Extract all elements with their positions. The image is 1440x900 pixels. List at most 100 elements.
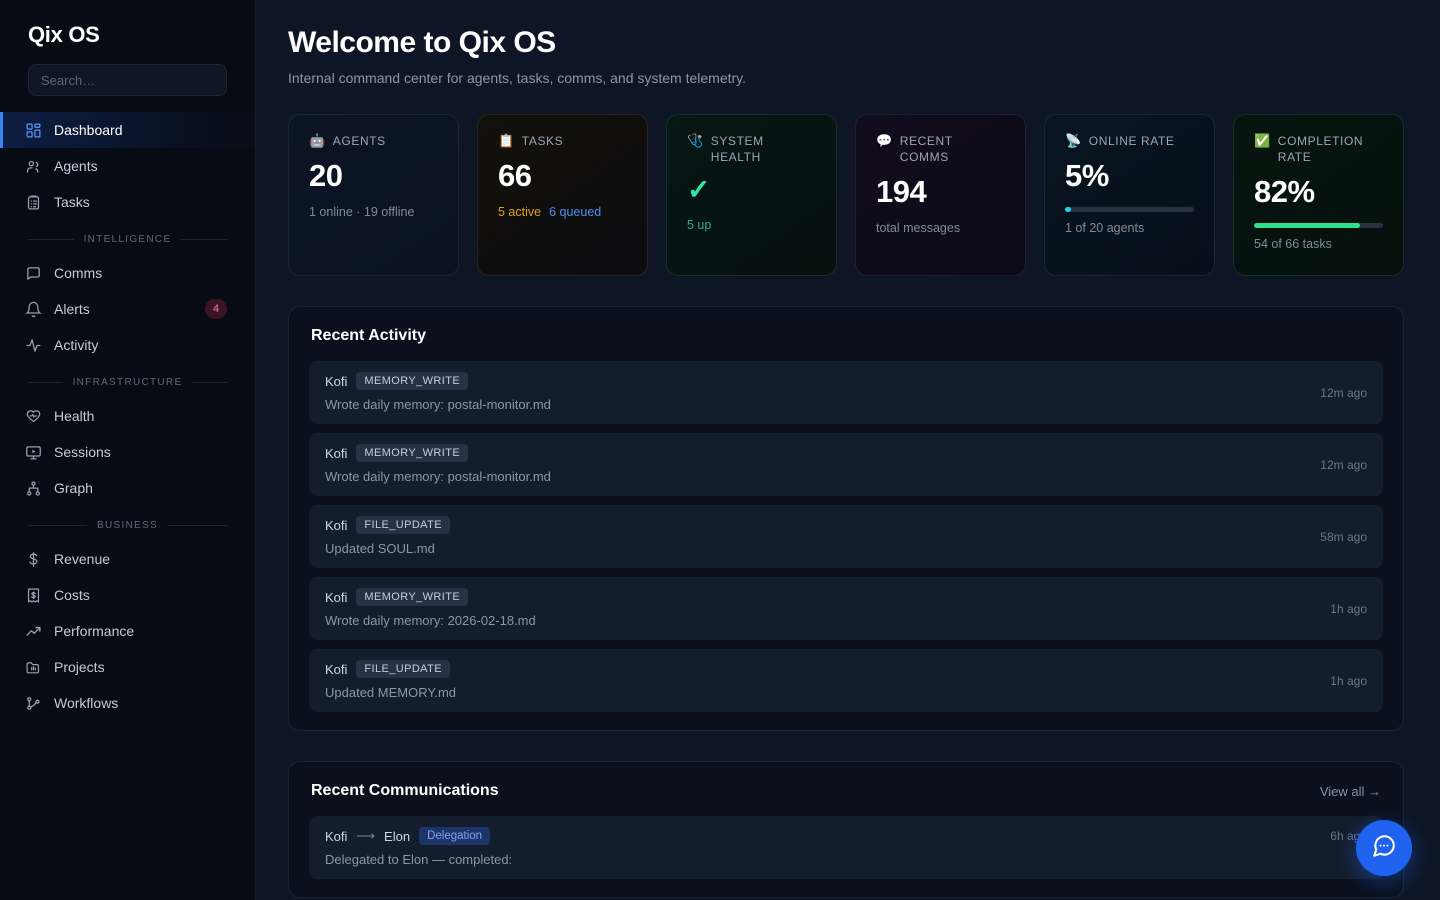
stat-cards: 🤖 AGENTS 20 1 online · 19 offline 📋 TASKS 66 5 … <box>288 114 1404 276</box>
activity-actor: Kofi <box>325 661 348 677</box>
activity-row-main: Kofi MEMORY_WRITE Wrote daily memory: 2026… <box>325 588 1316 628</box>
chat-bubble-icon <box>1371 833 1397 864</box>
sidebar-section-divider: BUSINESS <box>0 506 255 541</box>
sidebar-item-comms[interactable]: Comms <box>0 255 255 291</box>
page-title: Welcome to Qix OS <box>288 26 556 59</box>
activity-actor: Kofi <box>325 445 348 461</box>
sidebar-item-label: Health <box>54 408 95 424</box>
search-container <box>0 48 255 96</box>
sidebar-item-graph[interactable]: Graph <box>0 470 255 506</box>
sidebar-item-performance[interactable]: Performance <box>0 613 255 649</box>
sidebar-item-label: Dashboard <box>54 122 123 138</box>
activity-description: Wrote daily memory: postal-monitor.md <box>325 397 551 412</box>
comm-recipient: Elon <box>384 828 411 844</box>
sidebar-item-costs[interactable]: Costs <box>0 577 255 613</box>
activity-description: Wrote daily memory: 2026-02-18.md <box>325 613 536 628</box>
activity-title: Recent Activity <box>311 327 426 344</box>
tasks-icon <box>24 193 42 211</box>
activity-icon <box>24 336 42 354</box>
divider-line <box>192 382 227 383</box>
search-input[interactable] <box>28 64 227 96</box>
sidebar-item-tasks[interactable]: Tasks <box>0 184 255 220</box>
sidebar-item-alerts[interactable]: Alerts 4 <box>0 291 255 327</box>
sidebar-section-label: BUSINESS <box>97 520 158 531</box>
sidebar-item-revenue[interactable]: Revenue <box>0 541 255 577</box>
divider-line <box>28 239 74 240</box>
activity-actor: Kofi <box>325 373 348 389</box>
stat-card-value: 82% <box>1254 174 1315 210</box>
workflows-icon <box>24 694 42 712</box>
stat-card-label: AGENTS <box>332 134 386 148</box>
stat-card-footer: 5 up <box>687 218 712 233</box>
chat-fab-button[interactable] <box>1356 820 1412 876</box>
activity-type-tag: MEMORY_WRITE <box>356 444 469 462</box>
activity-row[interactable]: Kofi FILE_UPDATE Updated MEMORY.md 1h ago <box>309 649 1383 712</box>
activity-timestamp: 1h ago <box>1330 674 1367 688</box>
sidebar-section-label: INFRASTRUCTURE <box>72 377 183 388</box>
comms-rows: Kofi ⟶ Elon Delegation Delegated to Elon — c… <box>309 816 1383 879</box>
activity-row-main: Kofi FILE_UPDATE Updated SOUL.md <box>325 516 1306 556</box>
stat-card-agents: 🤖 AGENTS 20 1 online · 19 offline <box>288 114 459 276</box>
stat-card-label: COMPLETION RATE <box>1277 134 1364 165</box>
activity-type-tag: MEMORY_WRITE <box>356 372 469 390</box>
divider-line <box>181 239 227 240</box>
view-all-link[interactable]: View all → <box>1319 783 1381 799</box>
stat-card-online-rate: 📡 ONLINE RATE 5% 1 of 20 agents <box>1044 114 1215 276</box>
divider-line <box>168 525 228 526</box>
page-subtitle: Internal command center for agents, task… <box>288 70 747 86</box>
sidebar-item-agents[interactable]: Agents <box>0 148 255 184</box>
sidebar-item-label: Agents <box>54 158 98 174</box>
activity-row[interactable]: Kofi FILE_UPDATE Updated SOUL.md 58m ago <box>309 505 1383 568</box>
health-icon <box>24 407 42 425</box>
stethoscope-icon: 🩺 <box>687 133 704 148</box>
sidebar-item-workflows[interactable]: Workflows <box>0 685 255 721</box>
sidebar-item-label: Sessions <box>54 444 111 460</box>
stat-card-header: 🤖 AGENTS <box>309 133 438 149</box>
sidebar-item-label: Comms <box>54 265 103 281</box>
comms-icon <box>24 264 42 282</box>
stat-card-label: RECENT COMMS <box>899 134 953 165</box>
stat-card-label: ONLINE RATE <box>1088 134 1175 148</box>
activity-panel-header: Recent Activity <box>309 327 1383 345</box>
sidebar-item-activity[interactable]: Activity <box>0 327 255 363</box>
activity-row[interactable]: Kofi MEMORY_WRITE Wrote daily memory: 2026… <box>309 577 1383 640</box>
stat-card-value: ✓ <box>687 174 710 206</box>
stat-card-value: 194 <box>876 174 927 210</box>
robot-icon: 🤖 <box>309 133 326 148</box>
agents-icon <box>24 157 42 175</box>
sidebar-item-label: Tasks <box>54 194 90 210</box>
activity-row-header: Kofi FILE_UPDATE <box>325 516 1306 534</box>
brand-title: Qix OS <box>28 22 100 47</box>
sessions-icon <box>24 443 42 461</box>
comm-row[interactable]: Kofi ⟶ Elon Delegation Delegated to Elon — c… <box>309 816 1383 879</box>
sidebar-item-dashboard[interactable]: Dashboard <box>0 112 255 148</box>
divider-line <box>28 525 88 526</box>
arrow-icon: ⟶ <box>356 828 376 843</box>
projects-icon <box>24 658 42 676</box>
recent-communications-panel: Recent Communications View all → Kofi ⟶ El… <box>288 761 1404 898</box>
tasks-queued-count: 6 queued <box>549 205 602 220</box>
stat-card-footer: 1 of 20 agents <box>1065 221 1145 236</box>
activity-row[interactable]: Kofi MEMORY_WRITE Wrote daily memory: post… <box>309 361 1383 424</box>
progress-bar <box>1254 223 1383 229</box>
sidebar-item-label: Projects <box>54 659 105 675</box>
satellite-icon: 📡 <box>1065 133 1082 148</box>
comms-title: Recent Communications <box>311 782 499 799</box>
stat-card-footer: 1 online · 19 offline <box>309 205 415 220</box>
clipboard-icon: 📋 <box>498 133 515 148</box>
main-content: Welcome to Qix OS Internal command cente… <box>256 0 1440 900</box>
sidebar-item-sessions[interactable]: Sessions <box>0 434 255 470</box>
activity-row-header: Kofi FILE_UPDATE <box>325 660 1316 678</box>
stat-card-header: ✅ COMPLETION RATE <box>1254 133 1383 165</box>
sidebar-item-label: Performance <box>54 623 135 639</box>
sidebar-section-divider: INTELLIGENCE <box>0 220 255 255</box>
sidebar-item-projects[interactable]: Projects <box>0 649 255 685</box>
stat-card-value: 20 <box>309 158 343 194</box>
graph-icon <box>24 479 42 497</box>
sidebar-item-health[interactable]: Health <box>0 398 255 434</box>
stat-card-footer: 54 of 66 tasks <box>1254 237 1332 252</box>
activity-type-tag: FILE_UPDATE <box>356 516 450 534</box>
sidebar-item-label: Revenue <box>54 551 111 567</box>
activity-row[interactable]: Kofi MEMORY_WRITE Wrote daily memory: post… <box>309 433 1383 496</box>
